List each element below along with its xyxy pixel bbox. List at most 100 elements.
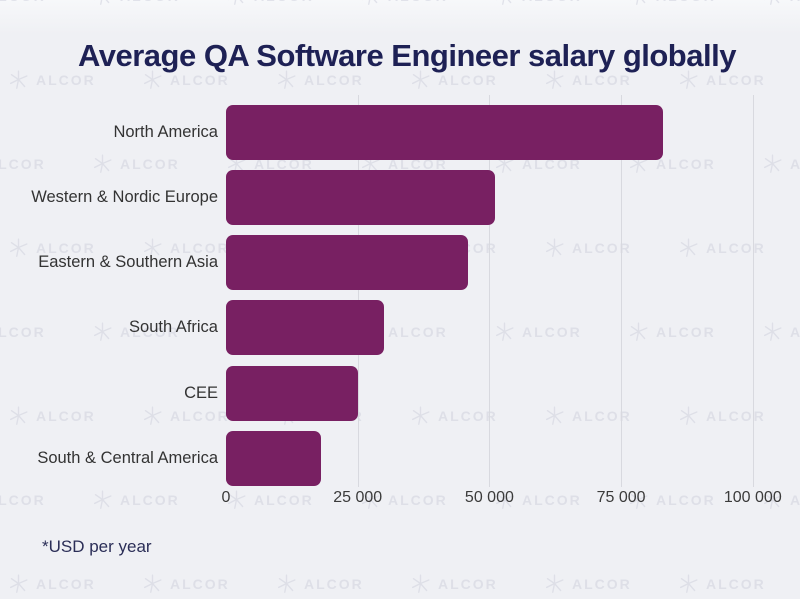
watermark-text: ALCOR: [120, 0, 180, 4]
watermark: ALCOR: [628, 321, 716, 342]
alcor-star-icon: [678, 405, 699, 426]
gridline: [621, 95, 623, 487]
watermark: ALCOR: [360, 0, 448, 6]
watermark: ALCOR: [762, 153, 800, 174]
watermark: ALCOR: [494, 153, 582, 174]
watermark-text: ALCOR: [254, 491, 314, 508]
alcor-star-icon: [360, 489, 381, 510]
watermark: ALCOR: [678, 69, 766, 90]
watermark-text: ALCOR: [522, 0, 582, 4]
alcor-star-icon: [544, 69, 565, 90]
watermark: ALCOR: [92, 0, 180, 6]
alcor-star-icon: [8, 573, 29, 594]
watermark: ALCOR: [360, 489, 448, 510]
watermark: ALCOR: [544, 405, 632, 426]
alcor-star-icon: [8, 405, 29, 426]
watermark: ALCOR: [628, 0, 716, 6]
watermark: ALCOR: [92, 153, 180, 174]
alcor-star-icon: [142, 573, 163, 594]
watermark: ALCOR: [276, 69, 364, 90]
watermark: ALCOR: [0, 153, 46, 174]
watermark-text: ALCOR: [170, 239, 230, 256]
watermark: ALCOR: [226, 489, 314, 510]
watermark-text: ALCOR: [304, 71, 364, 88]
watermark: ALCOR: [8, 237, 96, 258]
watermark: ALCOR: [226, 153, 314, 174]
watermark-text: ALCOR: [388, 491, 448, 508]
gridline: [752, 95, 754, 487]
watermark-text: ALCOR: [438, 71, 498, 88]
alcor-star-icon: [494, 321, 515, 342]
watermark: ALCOR: [8, 405, 96, 426]
category-label: CEE: [184, 383, 218, 402]
chart-title: Average QA Software Engineer salary glob…: [78, 38, 736, 73]
watermark-text: ALCOR: [522, 323, 582, 340]
watermark-text: ALCOR: [120, 155, 180, 172]
alcor-star-icon: [92, 321, 113, 342]
alcor-star-icon: [628, 321, 649, 342]
alcor-star-icon: [544, 573, 565, 594]
alcor-star-icon: [8, 69, 29, 90]
watermark-text: ALCOR: [522, 491, 582, 508]
watermark-text: ALCOR: [656, 323, 716, 340]
x-axis-tick-label: 75 000: [596, 489, 646, 506]
watermark: ALCOR: [544, 573, 632, 594]
watermark: ALCOR: [494, 489, 582, 510]
watermark-text: ALCOR: [522, 155, 582, 172]
watermark-text: ALCOR: [36, 407, 96, 424]
alcor-star-icon: [628, 0, 649, 6]
watermark: ALCOR: [142, 405, 230, 426]
watermark-text: ALCOR: [170, 71, 230, 88]
footnote: *USD per year: [42, 537, 152, 556]
watermark-text: ALCOR: [790, 491, 800, 508]
watermark-text: ALCOR: [170, 575, 230, 592]
watermark: ALCOR: [544, 69, 632, 90]
gridline: [489, 95, 491, 487]
watermark-text: ALCOR: [572, 71, 632, 88]
alcor-star-icon: [762, 0, 783, 6]
bar: [226, 300, 385, 356]
watermark-text: ALCOR: [790, 0, 800, 4]
category-label: Western & Nordic Europe: [31, 187, 218, 206]
watermark: ALCOR: [142, 573, 230, 594]
watermark-text: ALCOR: [656, 155, 716, 172]
watermark-text: ALCOR: [120, 491, 180, 508]
watermark: ALCOR: [276, 573, 364, 594]
watermark: ALCOR: [0, 0, 46, 6]
watermark-text: ALCOR: [790, 323, 800, 340]
watermark-text: ALCOR: [36, 239, 96, 256]
alcor-star-icon: [762, 153, 783, 174]
gridline: [357, 95, 359, 487]
alcor-star-icon: [678, 573, 699, 594]
alcor-star-icon: [494, 489, 515, 510]
watermark-text: ALCOR: [0, 491, 46, 508]
bar: [226, 235, 469, 290]
alcor-star-icon: [628, 489, 649, 510]
bar: [226, 430, 321, 486]
bar: [226, 365, 358, 421]
watermark: ALCOR: [92, 321, 180, 342]
alcor-star-icon: [410, 69, 431, 90]
watermark: ALCOR: [494, 0, 582, 6]
x-axis-tick-label: 50 000: [464, 489, 514, 506]
alcor-star-icon: [410, 573, 431, 594]
alcor-star-icon: [142, 69, 163, 90]
alcor-star-icon: [276, 69, 297, 90]
alcor-star-icon: [762, 489, 783, 510]
watermark-text: ALCOR: [438, 407, 498, 424]
watermark: ALCOR: [678, 405, 766, 426]
alcor-star-icon: [92, 0, 113, 6]
alcor-star-icon: [544, 405, 565, 426]
alcor-star-icon: [678, 237, 699, 258]
watermark-text: ALCOR: [36, 71, 96, 88]
alcor-star-icon: [360, 0, 381, 6]
watermark: ALCOR: [628, 153, 716, 174]
watermark-text: ALCOR: [388, 0, 448, 4]
watermark: ALCOR: [494, 321, 582, 342]
watermark-text: ALCOR: [254, 155, 314, 172]
alcor-star-icon: [226, 489, 247, 510]
watermark-text: ALCOR: [388, 155, 448, 172]
